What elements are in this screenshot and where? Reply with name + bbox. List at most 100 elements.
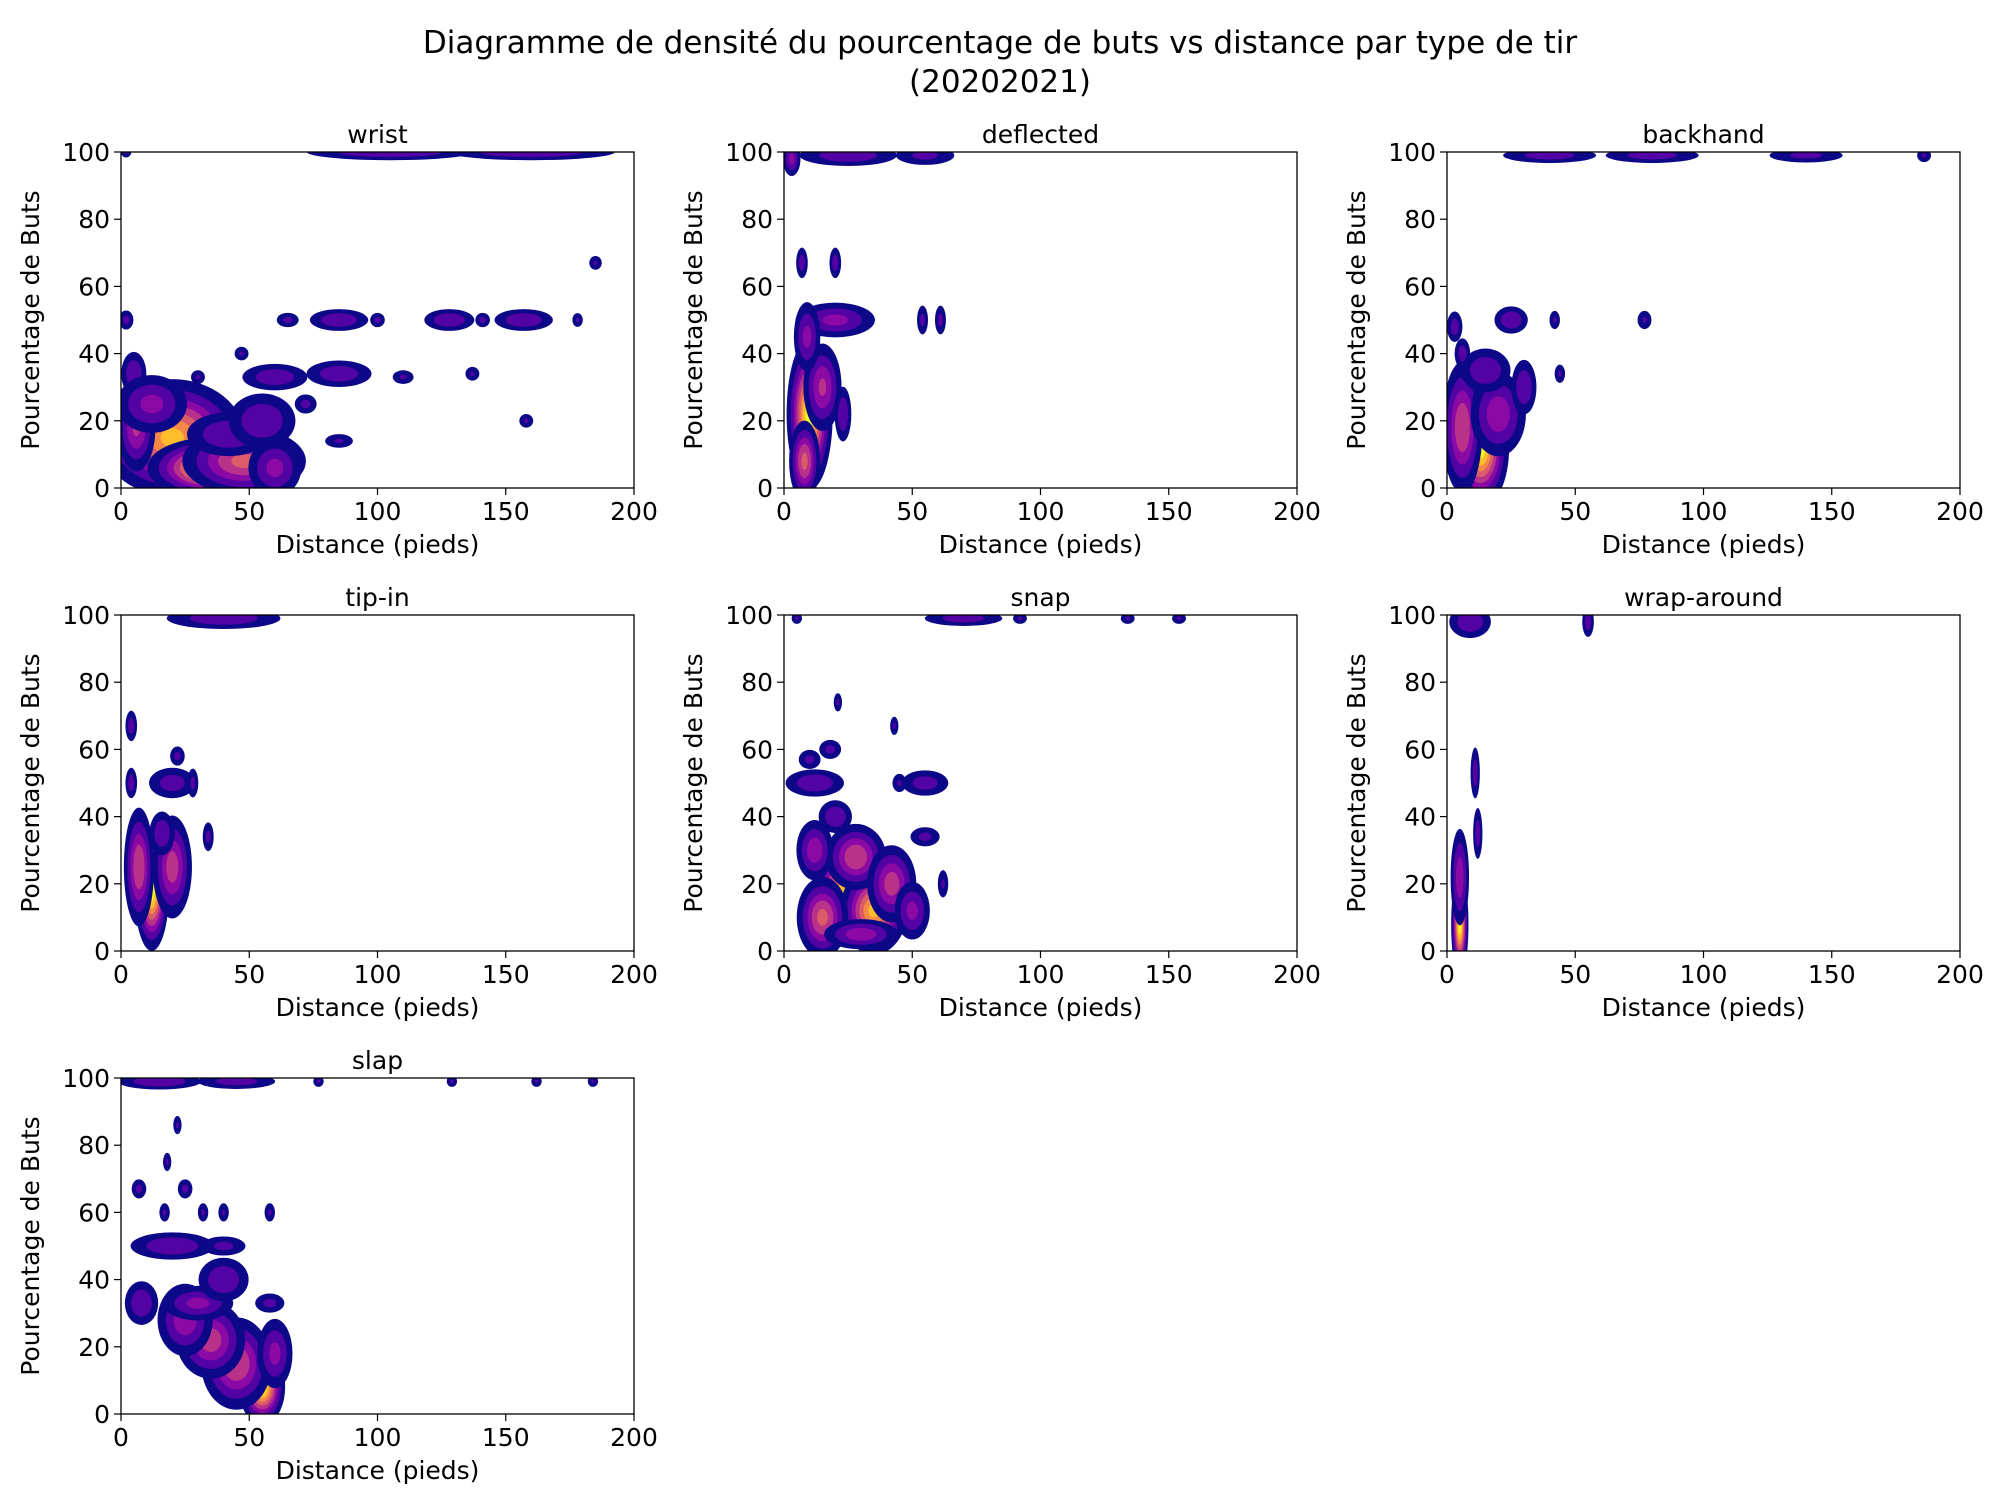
contour-level: [320, 313, 358, 327]
figure-title-line2: (20202021): [909, 64, 1091, 100]
contour-level: [479, 316, 486, 324]
density-blob: [799, 152, 897, 166]
y-tick-label: 60: [78, 1198, 110, 1227]
contour-level: [201, 1209, 205, 1216]
density-blob: [392, 370, 414, 384]
subplot-tip-in: 0 50 100 150 200 0 20 40 60 80 100 tip-in Distance (…: [16, 583, 658, 1022]
x-tick-label: 150: [1808, 960, 1856, 989]
density-contours: [1449, 615, 1594, 951]
density-blob: [159, 1203, 170, 1222]
contour-level: [479, 152, 584, 158]
y-tick-label: 100: [1388, 138, 1436, 167]
y-tick-label: 60: [741, 272, 773, 301]
contour-level: [837, 397, 849, 432]
x-tick-label: 50: [896, 960, 928, 989]
contour-level: [1486, 396, 1510, 432]
axes-frame: [1446, 614, 1961, 952]
density-blob: [187, 768, 199, 798]
contour-level: [282, 316, 293, 324]
contour-level: [806, 837, 823, 863]
contour-level: [796, 774, 833, 792]
x-tick-label: 200: [1936, 960, 1984, 989]
contour-level: [1627, 152, 1678, 160]
y-tick-label: 0: [94, 474, 110, 503]
y-tick-label: 0: [757, 474, 773, 503]
density-blob: [892, 773, 907, 793]
density-blob: [784, 152, 801, 177]
x-tick-label: 50: [233, 497, 265, 526]
density-blob: [121, 1078, 202, 1090]
contour-level: [892, 722, 896, 729]
y-tick-label: 0: [1420, 937, 1436, 966]
x-tick-label: 200: [1936, 497, 1984, 526]
contour-level: [1584, 615, 1592, 630]
density-blob: [824, 919, 898, 950]
contour-level: [1500, 311, 1522, 329]
density-blob: [833, 693, 843, 712]
density-blob: [572, 313, 583, 327]
x-tick-label: 100: [1017, 497, 1065, 526]
density-blob: [198, 1257, 249, 1302]
density-blob: [1554, 364, 1566, 383]
contour-level: [505, 313, 542, 327]
y-tick-label: 80: [741, 668, 773, 697]
contour-level: [215, 1078, 258, 1086]
contour-level: [884, 871, 900, 896]
y-tick-label: 20: [741, 870, 773, 899]
subplot-title: wrap-around: [1624, 583, 1783, 612]
density-blob: [306, 360, 372, 388]
density-blob: [125, 710, 138, 742]
density-blob: [1769, 152, 1843, 163]
density-blob: [1449, 615, 1491, 639]
contour-level: [166, 851, 179, 883]
subplot-wrist: 0 50 100 150 200 0 20 40 60 80 100 wrist Distance (p…: [16, 120, 658, 559]
x-axis-label: Distance (pieds): [1602, 993, 1806, 1022]
contour-level: [798, 254, 806, 272]
density-blob: [163, 1152, 172, 1172]
contour-level: [159, 774, 185, 792]
y-tick-label: 40: [78, 803, 110, 832]
density-contours: [785, 615, 1186, 951]
density-blob: [201, 1236, 246, 1256]
subplot-snap: 0 50 100 150 200 0 20 40 60 80 100 snap Distance (pi…: [679, 583, 1321, 1022]
x-axis-label: Distance (pieds): [276, 993, 480, 1022]
contour-level: [140, 394, 164, 414]
y-tick-label: 0: [757, 937, 773, 966]
contour-level: [941, 879, 945, 889]
density-blob: [448, 152, 615, 161]
density-blob: [125, 767, 138, 799]
density-blob: [166, 615, 281, 629]
contour-level: [845, 927, 877, 941]
x-tick-label: 50: [1559, 497, 1591, 526]
contour-level: [1516, 370, 1532, 405]
density-blob: [325, 434, 353, 448]
x-tick-label: 0: [113, 960, 129, 989]
contour-level: [269, 1342, 281, 1365]
contour-level: [822, 314, 849, 326]
density-blob: [785, 769, 844, 797]
density-contours: [121, 1078, 599, 1414]
density-blob: [313, 1078, 324, 1087]
y-tick-label: 20: [1404, 870, 1436, 899]
contour-level: [162, 1209, 167, 1216]
y-tick-label: 20: [78, 407, 110, 436]
density-blob: [191, 370, 205, 384]
y-axis-label: Pourcentage de Buts: [1342, 653, 1371, 912]
contour-level: [801, 452, 808, 470]
x-tick-label: 50: [233, 960, 265, 989]
contour-level: [213, 1241, 234, 1251]
contour-level: [1558, 370, 1562, 377]
y-tick-label: 100: [62, 138, 110, 167]
density-blob: [475, 312, 490, 328]
contour-level: [802, 325, 812, 348]
subplot-deflected: 0 50 100 150 200 0 20 40 60 80 100 deflected Distanc…: [679, 120, 1321, 559]
density-blob: [149, 767, 196, 799]
contour-level: [1475, 819, 1481, 848]
y-tick-label: 60: [78, 735, 110, 764]
contour-level: [825, 745, 836, 754]
density-blob: [306, 152, 474, 161]
density-blob: [123, 807, 155, 927]
x-tick-label: 0: [1439, 497, 1455, 526]
x-tick-label: 150: [1145, 960, 1193, 989]
y-tick-label: 60: [1404, 735, 1436, 764]
